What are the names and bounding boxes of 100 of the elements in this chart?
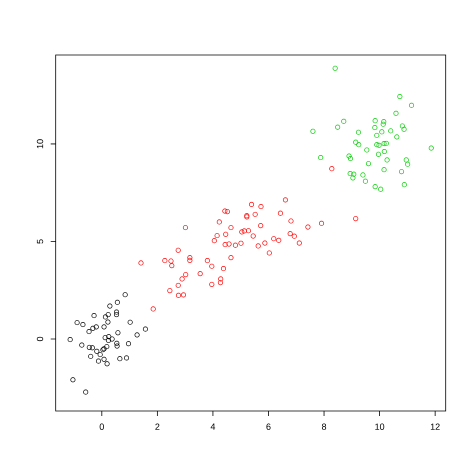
point bbox=[318, 220, 324, 226]
point bbox=[122, 292, 128, 298]
point bbox=[106, 338, 112, 343]
point bbox=[98, 352, 103, 358]
point bbox=[91, 313, 97, 318]
x-tick-label: 8 bbox=[322, 424, 326, 430]
point bbox=[114, 312, 120, 318]
point bbox=[134, 332, 140, 338]
y-tick-label: 5 bbox=[36, 239, 44, 244]
point bbox=[382, 149, 387, 154]
point bbox=[80, 322, 86, 328]
point bbox=[228, 225, 234, 230]
point bbox=[214, 233, 220, 238]
point bbox=[220, 266, 226, 272]
point bbox=[115, 330, 120, 336]
point bbox=[252, 212, 258, 217]
point bbox=[372, 125, 378, 130]
point bbox=[246, 228, 252, 234]
point bbox=[250, 233, 256, 239]
point bbox=[329, 166, 334, 172]
point bbox=[398, 169, 404, 174]
point bbox=[428, 145, 434, 151]
point bbox=[106, 312, 111, 318]
point bbox=[101, 356, 107, 362]
point bbox=[198, 271, 203, 276]
x-tick-label: 6 bbox=[266, 424, 271, 430]
point bbox=[356, 130, 362, 135]
point bbox=[104, 344, 110, 350]
point bbox=[218, 280, 223, 286]
point bbox=[381, 141, 387, 146]
point bbox=[256, 243, 261, 249]
point bbox=[169, 263, 174, 268]
x-tick-label: 2 bbox=[155, 424, 160, 430]
point bbox=[126, 341, 132, 346]
point bbox=[381, 119, 386, 124]
point bbox=[381, 167, 387, 172]
point bbox=[124, 355, 130, 360]
point bbox=[405, 162, 410, 167]
point bbox=[258, 223, 264, 228]
point bbox=[353, 140, 358, 145]
point bbox=[348, 156, 353, 162]
point bbox=[114, 300, 120, 305]
point bbox=[350, 175, 356, 180]
point bbox=[128, 320, 133, 325]
point bbox=[232, 242, 238, 248]
point bbox=[248, 202, 254, 207]
point bbox=[209, 282, 214, 287]
point bbox=[228, 255, 234, 260]
point bbox=[106, 334, 112, 340]
point bbox=[218, 276, 224, 282]
point bbox=[96, 358, 102, 364]
y-tick-label: 0 bbox=[36, 336, 44, 342]
point bbox=[397, 94, 402, 100]
point bbox=[271, 236, 276, 242]
point bbox=[266, 250, 272, 256]
point bbox=[400, 123, 405, 129]
point bbox=[360, 172, 366, 178]
point bbox=[102, 314, 108, 320]
point bbox=[408, 102, 414, 108]
point bbox=[216, 219, 222, 225]
point bbox=[238, 240, 244, 246]
point bbox=[168, 258, 174, 264]
point bbox=[394, 134, 400, 140]
point bbox=[138, 260, 144, 266]
point bbox=[86, 329, 92, 334]
point bbox=[110, 336, 115, 342]
x-tick-label: 12 bbox=[430, 424, 440, 430]
point bbox=[226, 241, 232, 247]
point bbox=[310, 128, 316, 134]
point bbox=[335, 124, 340, 130]
point bbox=[282, 197, 288, 202]
point bbox=[74, 320, 80, 326]
point bbox=[68, 337, 73, 342]
point bbox=[262, 240, 268, 246]
point bbox=[222, 242, 228, 248]
point bbox=[79, 342, 84, 348]
point bbox=[167, 288, 172, 294]
point bbox=[187, 255, 192, 260]
point bbox=[348, 171, 353, 176]
point bbox=[180, 276, 185, 282]
x-tick-label: 10 bbox=[375, 424, 384, 430]
point bbox=[182, 225, 188, 230]
point bbox=[379, 129, 384, 134]
point bbox=[393, 110, 399, 116]
point bbox=[94, 324, 99, 330]
point bbox=[258, 204, 264, 210]
point bbox=[296, 240, 302, 246]
point bbox=[239, 229, 244, 234]
point bbox=[288, 218, 294, 224]
point bbox=[380, 122, 386, 127]
point bbox=[242, 228, 247, 234]
point bbox=[222, 208, 228, 214]
point bbox=[278, 210, 283, 216]
point bbox=[183, 272, 188, 278]
point bbox=[353, 216, 358, 222]
point bbox=[223, 232, 228, 237]
point bbox=[102, 335, 108, 340]
point bbox=[401, 126, 407, 132]
point bbox=[114, 343, 120, 349]
point bbox=[372, 184, 378, 190]
